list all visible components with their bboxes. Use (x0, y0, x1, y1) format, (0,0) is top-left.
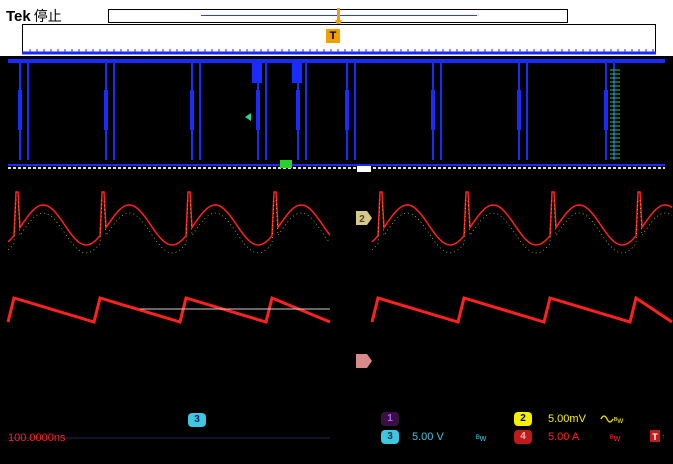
ch3-menu-badge[interactable]: 3 (188, 413, 206, 427)
acquisition-state: 停止 (33, 8, 62, 24)
digital-bus-trace (8, 59, 665, 166)
svg-text:↑: ↑ (661, 432, 665, 441)
bus-burst (292, 61, 302, 83)
svg-text:ᴮw: ᴮw (610, 433, 621, 443)
ch3-label: 3 (387, 431, 393, 442)
ch4-label: 4 (520, 431, 526, 442)
ch3-scale-readout: 5.00 V (412, 431, 444, 443)
ch4-sawtooth-right (370, 295, 673, 324)
ch1-badge[interactable]: 1 (381, 412, 399, 426)
trigger-level-marker-icon (357, 166, 371, 172)
ch2-ripple-left-yellow (7, 199, 331, 254)
bus-pulse-block (517, 90, 521, 130)
bus-pulse-block (604, 90, 608, 130)
brand-label: Tek 停止 (6, 6, 62, 26)
ch2-reference-marker-icon[interactable]: 2 (356, 211, 372, 225)
bus-pulse-block (104, 90, 108, 130)
ch3-badge[interactable]: 3 (381, 430, 399, 444)
ch1-badge-label: 1 (387, 413, 393, 424)
ch3-bandwidth-icon: ᴮw (476, 433, 487, 443)
horizontal-position-readout: 100.0000ns (8, 432, 66, 444)
ch2-ripple-left (7, 191, 331, 246)
bus-pulse-block (345, 90, 349, 130)
svg-text:ᴮw: ᴮw (614, 416, 623, 425)
bus-pulse-block (296, 90, 300, 130)
ch2-coupling-icon: ᴮw (600, 415, 623, 425)
bus-pulse-block (190, 90, 194, 130)
ch2-badge[interactable]: 2 (514, 412, 532, 426)
ch4-bandwidth-icon: ᴮw (610, 433, 621, 443)
cursor-marker-icon (245, 113, 251, 121)
ch4-sawtooth-left (6, 295, 331, 324)
ch2-ripple-right (371, 191, 673, 246)
ch4-scale-readout: 5.00 A (548, 431, 580, 443)
brand-name: Tek (6, 8, 31, 25)
ch3-badge-label: 3 (194, 414, 200, 425)
svg-text:ᴮw: ᴮw (476, 433, 487, 443)
ch4-waveform-trace (6, 295, 673, 324)
ch2-marker-label: 2 (359, 214, 365, 225)
bus-pulse-block (431, 90, 435, 130)
bus-burst (252, 61, 262, 83)
ch2-scale-readout: 5.00mV (548, 413, 586, 425)
bus-pulse-block (18, 90, 22, 130)
ch4-badge[interactable]: 4 (514, 430, 532, 444)
ch4-reference-marker-icon[interactable] (356, 354, 372, 368)
bus-pulse-block (256, 90, 260, 130)
trigger-point-icon[interactable]: T (326, 29, 340, 43)
digital-ref-marker-icon (280, 160, 292, 168)
ch2-ripple-right-yellow (371, 199, 673, 254)
trigger-icon[interactable]: T ↑ (650, 428, 670, 444)
ch2-label: 2 (520, 413, 526, 424)
ch2-waveform-trace (7, 191, 673, 254)
svg-text:T: T (652, 432, 658, 442)
